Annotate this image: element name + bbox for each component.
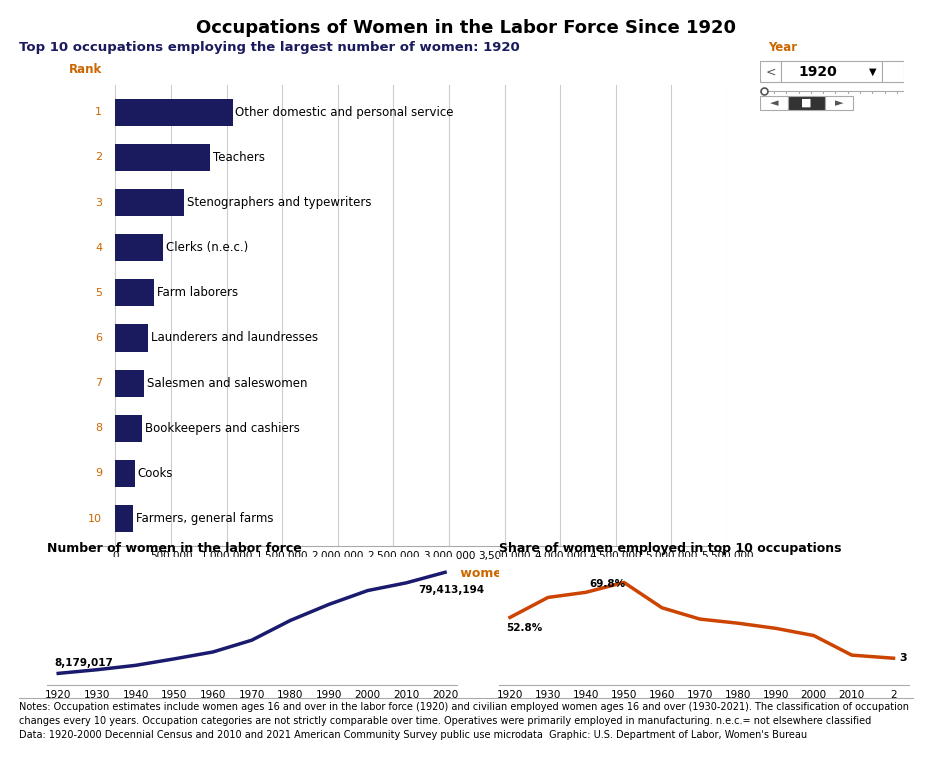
Text: 7: 7	[95, 378, 103, 388]
Text: Share of women employed in top 10 occupations: Share of women employed in top 10 occupa…	[499, 542, 841, 555]
Bar	[116, 99, 233, 126]
Bar	[760, 96, 788, 109]
Text: Other domestic and personal service: Other domestic and personal service	[236, 106, 454, 118]
Text: 1: 1	[95, 108, 103, 117]
Text: 1920: 1920	[798, 64, 837, 79]
Text: Number of women in the labor force: Number of women in the labor force	[47, 542, 301, 555]
Text: Launderers and laundresses: Launderers and laundresses	[151, 331, 318, 344]
Bar	[116, 189, 184, 216]
Bar	[116, 324, 148, 351]
Bar	[116, 279, 155, 307]
Text: Teachers: Teachers	[213, 151, 265, 164]
Bar	[883, 61, 904, 83]
Bar	[116, 415, 142, 442]
Text: Farm laborers: Farm laborers	[158, 286, 239, 300]
Text: Stenographers and typewriters: Stenographers and typewriters	[186, 196, 371, 209]
Text: Rank: Rank	[69, 63, 103, 76]
Bar	[788, 96, 825, 109]
Text: Occupations of Women in the Labor Force Since 1920: Occupations of Women in the Labor Force …	[196, 19, 736, 36]
Text: 6: 6	[95, 333, 103, 343]
Bar	[116, 234, 163, 262]
Text: 9: 9	[95, 468, 103, 478]
X-axis label: Number of employed women: Number of employed women	[309, 567, 511, 580]
Text: 79,413,194: 79,413,194	[418, 585, 484, 595]
Text: 8,179,017: 8,179,017	[54, 659, 113, 669]
Text: ■: ■	[802, 98, 812, 108]
Bar	[116, 144, 211, 171]
Text: Clerks (n.e.c.): Clerks (n.e.c.)	[166, 241, 248, 254]
Text: 52.8%: 52.8%	[506, 622, 542, 632]
Text: ◄: ◄	[770, 98, 778, 108]
Text: 4: 4	[95, 243, 103, 252]
Text: 10: 10	[89, 514, 103, 523]
Text: 3: 3	[95, 197, 103, 207]
Text: Salesmen and saleswomen: Salesmen and saleswomen	[147, 377, 308, 389]
Bar	[116, 505, 133, 533]
Text: 3: 3	[899, 653, 907, 663]
Text: <: <	[765, 65, 775, 78]
Text: Bookkeepers and cashiers: Bookkeepers and cashiers	[144, 422, 300, 435]
Text: ►: ►	[835, 98, 843, 108]
Text: Notes: Occupation estimates include women ages 16 and over in the labor force (1: Notes: Occupation estimates include wome…	[19, 702, 909, 740]
Bar	[825, 96, 854, 109]
Bar	[760, 61, 781, 83]
Text: Cooks: Cooks	[138, 467, 173, 480]
Text: 69.8%: 69.8%	[590, 579, 626, 589]
Bar	[781, 61, 883, 83]
Text: Top 10 occupations employing the largest number of women: 1920: Top 10 occupations employing the largest…	[19, 41, 519, 54]
Bar	[116, 460, 135, 487]
Bar	[116, 370, 144, 396]
Text: 2: 2	[95, 152, 103, 163]
Text: Farmers, general farms: Farmers, general farms	[136, 512, 273, 525]
Text: ▼: ▼	[869, 67, 876, 77]
Text: 8: 8	[95, 423, 103, 433]
Text: Year: Year	[768, 41, 797, 54]
Text: 5: 5	[95, 288, 103, 298]
